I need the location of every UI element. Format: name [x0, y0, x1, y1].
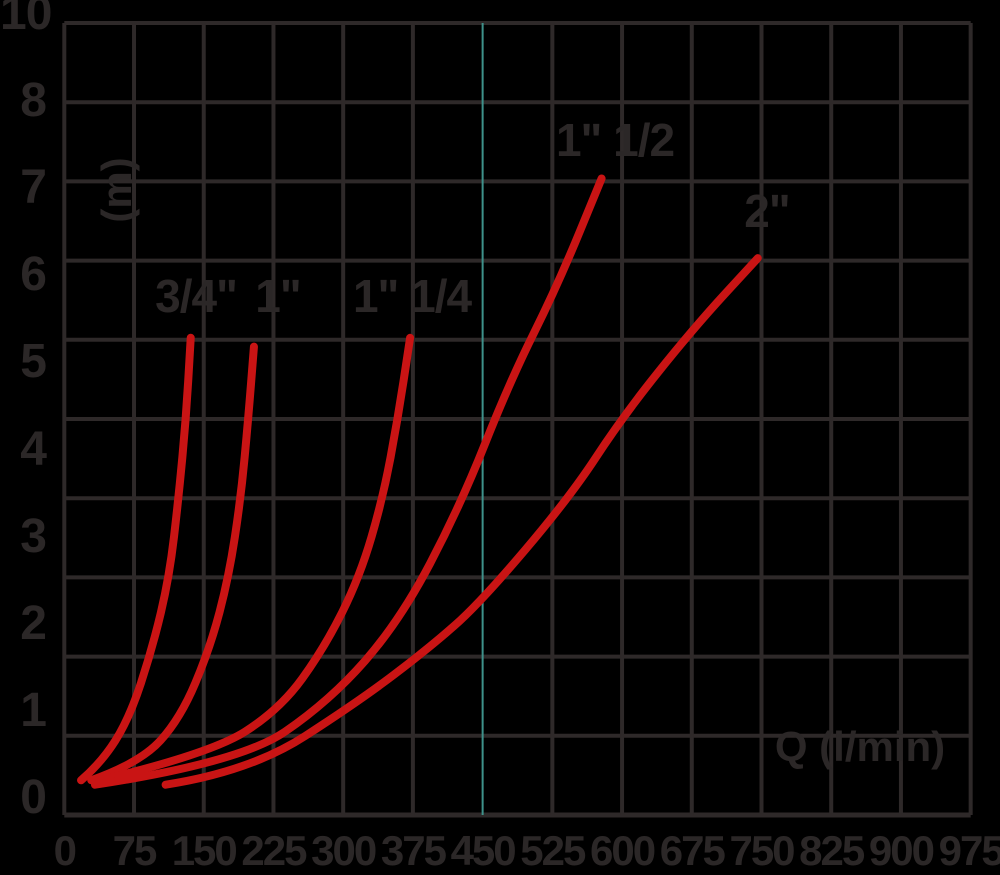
curve-label-1-inch: 1"	[255, 270, 301, 322]
x-tick-label-750: 750	[729, 827, 795, 874]
x-tick-label-600: 600	[590, 827, 656, 874]
y-tick-label-3: 3	[20, 509, 47, 563]
curve-label-1-1-2-inch: 1" 1/2	[555, 114, 675, 166]
x-tick-label-375: 375	[380, 827, 447, 874]
x-tick-label-0: 0	[53, 827, 77, 874]
x-tick-label-675: 675	[659, 827, 726, 874]
x-axis-unit-label: Q (l/min)	[774, 723, 946, 770]
curve-1-1-2	[90, 174, 606, 789]
y-tick-label-2: 2	[20, 596, 47, 650]
y-axis-tick-labels: 10 8 7 6 5 4 3 2 1 0	[0, 0, 56, 824]
x-tick-label-300: 300	[311, 827, 377, 874]
x-tick-label-900: 900	[868, 827, 935, 874]
y-tick-label-4: 4	[20, 422, 47, 476]
x-tick-label-975: 975	[938, 827, 1000, 874]
curve-label-3-4-inch: 3/4"	[155, 270, 238, 322]
curve-label-1-1-4-inch: 1" 1/4	[352, 270, 472, 322]
y-tick-label-1: 1	[20, 683, 47, 737]
y-tick-label-5: 5	[20, 335, 47, 389]
y-tick-label-7: 7	[20, 161, 47, 215]
curve-2-	[161, 254, 762, 789]
y-tick-label-0: 0	[20, 770, 47, 824]
y-tick-label-6: 6	[20, 248, 47, 302]
curve-label-2-inch: 2"	[744, 185, 790, 237]
curve-1-1-4	[95, 333, 415, 785]
x-tick-label-225: 225	[241, 827, 307, 874]
y-axis-unit-label: (m)	[93, 157, 140, 223]
y-tick-label-10: 10	[0, 0, 52, 40]
curve-3-4-	[77, 333, 195, 785]
x-tick-label-825: 825	[799, 827, 865, 874]
x-tick-label-150: 150	[171, 827, 238, 874]
curve-1-	[87, 342, 258, 785]
x-tick-label-525: 525	[520, 827, 586, 874]
x-tick-label-75: 75	[112, 827, 158, 874]
x-tick-label-450: 450	[450, 827, 517, 874]
y-tick-label-8: 8	[20, 74, 47, 128]
